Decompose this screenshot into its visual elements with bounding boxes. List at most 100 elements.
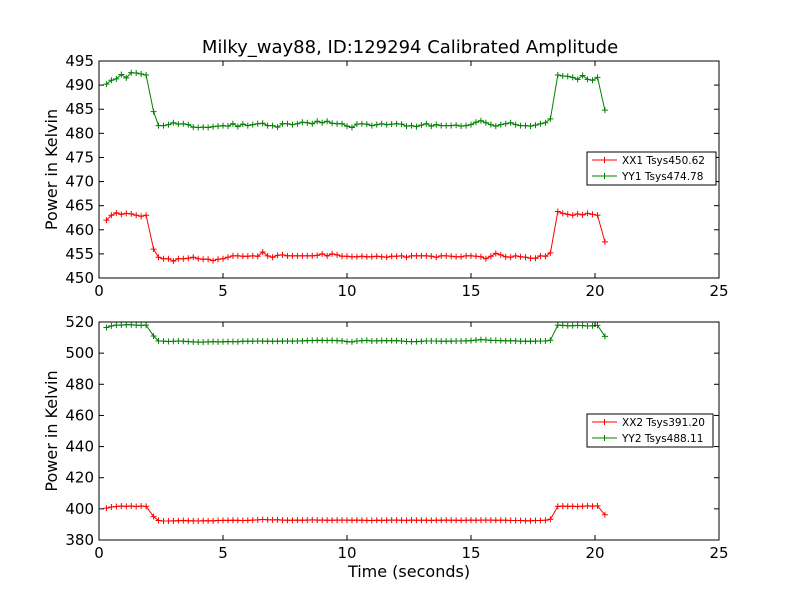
data-point (423, 120, 430, 127)
data-point (554, 71, 561, 78)
data-point (138, 71, 145, 78)
data-point (269, 254, 276, 261)
data-point (574, 76, 581, 83)
data-point (378, 120, 385, 127)
data-point (113, 209, 120, 216)
legend-marker (601, 173, 608, 179)
bottom-panel: 0 5 10 15 20 25 380 400 420 440 460 480 500 520 Power … (42, 313, 729, 581)
x-tick-label: 5 (218, 282, 228, 300)
data-point (564, 211, 571, 218)
data-point (150, 108, 157, 115)
y-tick-label: 480 (65, 375, 94, 393)
data-point (244, 122, 251, 129)
data-point (108, 77, 115, 84)
x-tick-label: 10 (337, 282, 356, 300)
data-point (103, 324, 110, 331)
data-point (482, 255, 489, 262)
x-tick-label: 20 (585, 282, 604, 300)
data-point (468, 337, 474, 344)
data-point (492, 250, 499, 257)
data-point (259, 120, 266, 127)
data-point (428, 123, 435, 130)
data-point (428, 253, 435, 260)
data-point (559, 210, 566, 217)
data-point (259, 248, 266, 255)
data-point (205, 124, 212, 131)
y-tick-label: 485 (65, 100, 94, 118)
data-point (319, 250, 326, 257)
data-point (601, 107, 608, 114)
data-point (554, 208, 561, 215)
data-point (138, 213, 145, 220)
data-point (329, 250, 336, 257)
data-point (373, 121, 380, 128)
data-point (348, 124, 355, 131)
data-point (383, 254, 390, 261)
y-tick-label: 470 (65, 173, 94, 191)
data-point (579, 211, 586, 218)
data-point (601, 333, 608, 340)
data-point (564, 73, 571, 80)
data-point (537, 120, 544, 127)
data-point (274, 124, 281, 131)
data-point (185, 121, 192, 128)
data-point (547, 115, 554, 122)
data-point (165, 255, 172, 262)
y-tick-label: 420 (65, 469, 94, 487)
legend-label: XX2 Tsys391.20 (622, 417, 705, 429)
data-point (542, 337, 549, 344)
data-point (294, 120, 301, 127)
y-tick-label: 495 (65, 52, 94, 70)
data-point (542, 119, 549, 126)
data-point (477, 253, 484, 260)
y-tick-label: 440 (65, 438, 94, 456)
data-point (224, 254, 231, 261)
data-point (532, 122, 539, 129)
data-point (408, 122, 415, 129)
y-tick-label: 475 (65, 148, 94, 166)
legend-marker (601, 157, 608, 163)
data-point (512, 121, 519, 128)
axes-frame (98, 321, 720, 541)
data-point (507, 119, 514, 126)
data-point (589, 77, 596, 84)
data-point (210, 257, 217, 264)
data-point (185, 255, 192, 262)
data-point (512, 252, 519, 259)
data-point (118, 211, 125, 218)
x-tick-label: 25 (709, 544, 728, 562)
data-point (103, 217, 110, 224)
data-point (482, 119, 489, 126)
data-point (314, 118, 321, 125)
data-point (143, 322, 150, 329)
data-point (363, 337, 370, 344)
data-point (344, 123, 350, 130)
data-point (487, 121, 494, 128)
data-point (601, 238, 608, 245)
y-tick-label: 460 (65, 221, 94, 239)
legend-marker (601, 435, 608, 441)
data-point (123, 74, 130, 81)
data-point (264, 252, 271, 259)
y-tick-label: 400 (65, 500, 94, 518)
data-point (103, 505, 110, 512)
data-point (547, 249, 554, 256)
data-point (594, 212, 601, 219)
data-point (239, 121, 246, 128)
legend-marker (601, 419, 608, 425)
x-tick-label: 15 (461, 282, 480, 300)
data-point (527, 123, 534, 130)
data-point (118, 71, 125, 78)
data-point (492, 123, 499, 130)
legend-label: YY1 Tsys474.78 (621, 171, 703, 183)
data-point (368, 122, 375, 129)
data-point (143, 212, 150, 219)
data-point (284, 120, 291, 127)
y-tick-label: 465 (65, 197, 94, 215)
data-point (574, 210, 581, 217)
data-point (363, 121, 370, 128)
y-tick-label: 490 (65, 76, 94, 94)
data-point (472, 119, 479, 126)
